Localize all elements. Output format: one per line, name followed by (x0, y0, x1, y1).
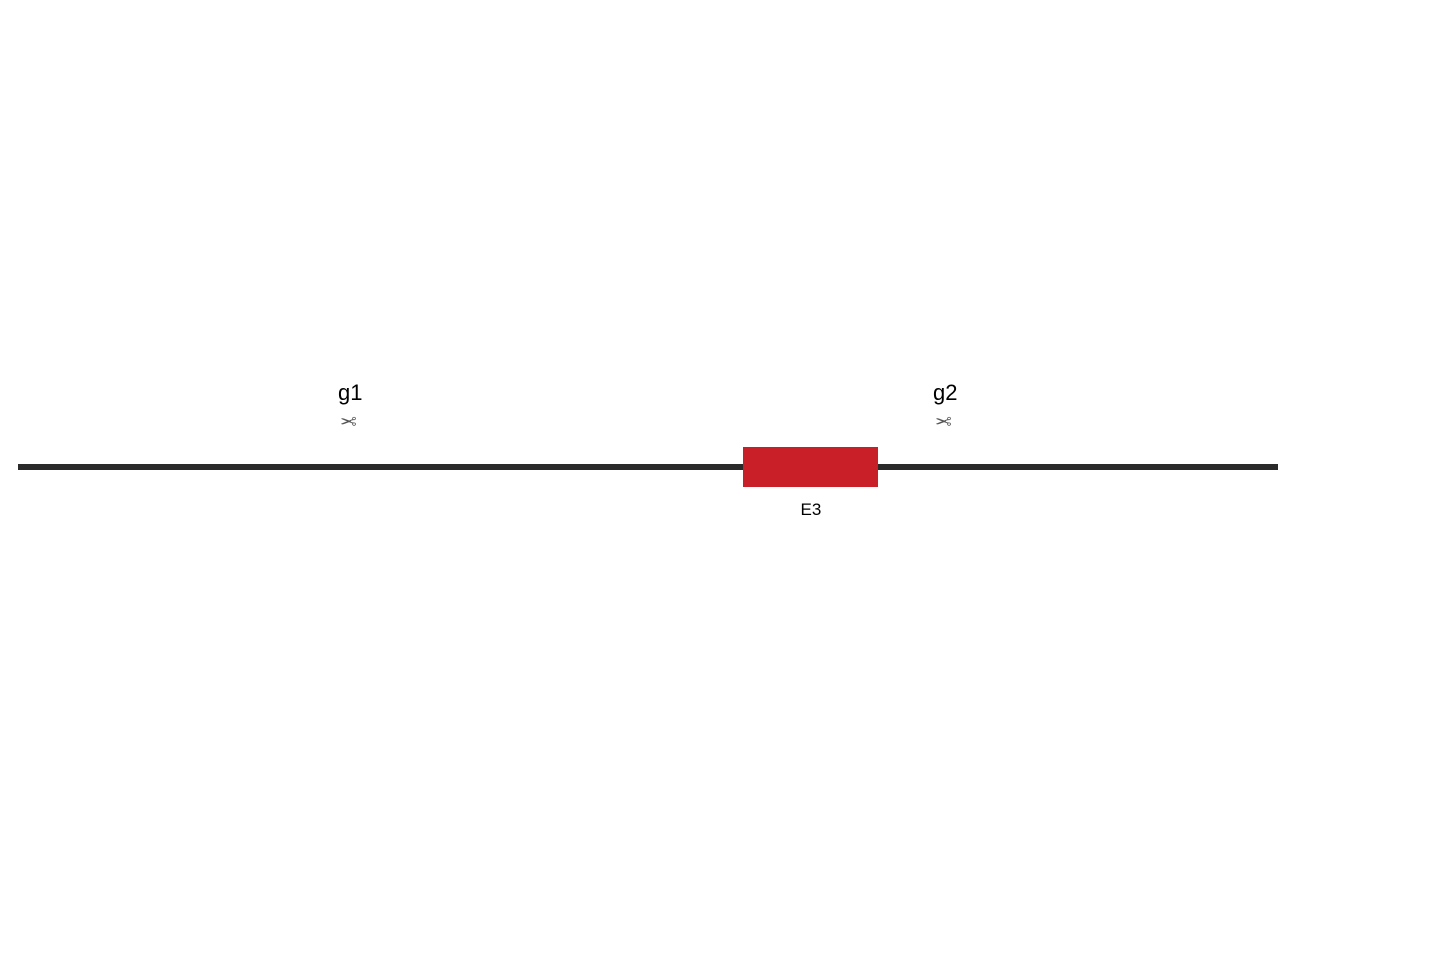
scissors-icon: ✂ (935, 408, 952, 433)
guide-label-g2: g2 (933, 380, 957, 406)
gene-line (18, 464, 1278, 470)
exon-label: E3 (801, 500, 822, 520)
guide-label-g1: g1 (338, 380, 362, 406)
gene-schematic-diagram: E3 g1 ✂ g2 ✂ (0, 0, 1440, 960)
exon-box (743, 447, 878, 487)
scissors-icon: ✂ (340, 408, 357, 433)
